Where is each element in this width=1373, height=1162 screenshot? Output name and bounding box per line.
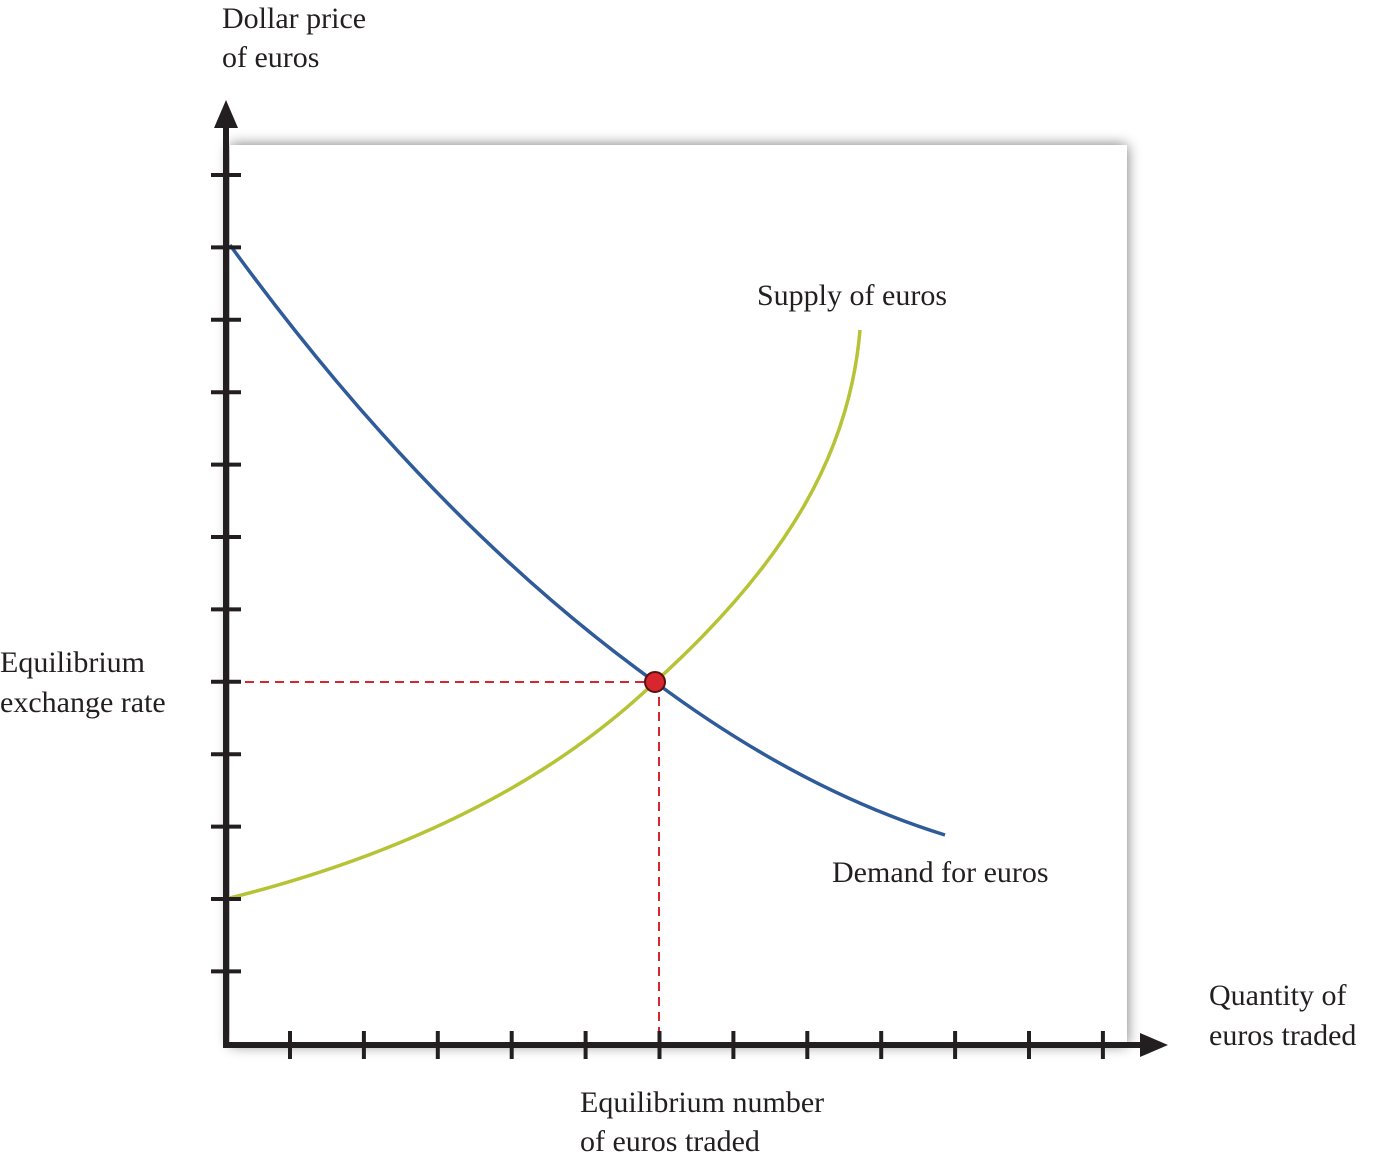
x-arrow [1140,1033,1168,1057]
plot-panel [230,145,1127,1045]
y-axis-label: Dollar price [222,2,366,35]
ticks [211,173,1105,1059]
y-axis-label: of euros [222,41,319,74]
equilibrium-point [644,671,666,693]
demand-curve [228,243,946,837]
rate-label: exchange rate [0,686,166,719]
y-arrow [214,100,238,128]
rate-label: Equilibrium [0,646,145,679]
axes [223,118,1150,1048]
demand-label: Demand for euros [832,856,1049,889]
quantity-label: Equilibrium number [580,1086,824,1119]
x-axis-label: euros traded [1209,1019,1356,1052]
x-axis-label: Quantity of [1209,979,1346,1012]
quantity-label: of euros traded [580,1125,760,1158]
supply-label: Supply of euros [757,279,947,312]
